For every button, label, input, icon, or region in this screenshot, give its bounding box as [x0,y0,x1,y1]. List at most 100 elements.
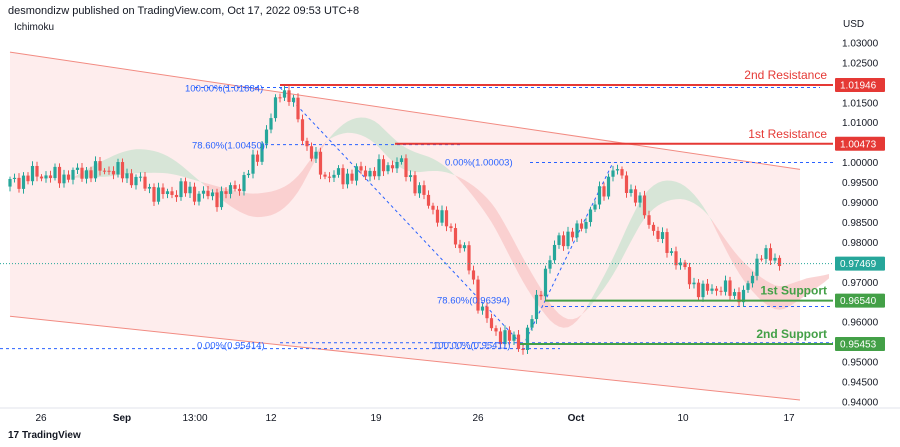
candle [467,245,471,271]
cloud-segment [730,245,735,266]
candle [80,167,84,179]
candle [449,226,453,229]
cloud-segment [739,257,744,280]
channel-lower-line [9,315,801,401]
cloud-segment [419,153,424,173]
cloud-segment [190,172,195,180]
candle [417,185,422,194]
candle [197,193,201,202]
candle [71,169,75,180]
cloud-segment [275,188,280,214]
level-label-2nd-resistance: 2nd Resistance [744,68,827,82]
cloud-segment [496,209,501,239]
cloud-segment [577,314,582,321]
candle [692,282,696,285]
candle [719,290,723,292]
y-tick-label: 0.94500 [842,378,879,389]
cloud-segment [653,182,658,209]
cloud-segment [473,185,478,203]
cloud-segment [613,248,618,275]
cloud-segment [487,198,492,223]
candle [291,97,296,102]
cloud-segment [586,300,591,311]
candle [638,195,642,203]
candle [476,279,480,311]
cloud-segment [559,313,564,328]
candle [147,186,152,189]
candle [746,283,750,290]
cloud-segment [176,161,181,177]
cloud-segment [716,226,721,241]
cloud-segment [563,317,568,328]
cloud-segment [527,265,532,297]
price-tag [835,136,885,151]
cloud-segment [208,183,213,193]
candle [89,170,93,179]
cloud-segment [671,180,676,200]
candle [75,167,80,170]
candle [345,173,350,185]
cloud-segment [433,158,438,172]
candle [224,191,228,194]
cloud-segment [761,277,766,305]
cloud-segment [514,241,519,274]
candle [386,165,390,172]
candle [143,176,147,189]
candle [647,215,651,225]
cloud-segment [550,303,555,325]
price-tag-label: 1.01946 [840,80,877,91]
candle [84,170,89,179]
cloud-segment [262,192,267,217]
cloud-segment [329,132,334,140]
candle [521,348,525,350]
level-label-2nd-support: 2nd Support [756,327,827,341]
candle [656,230,660,239]
level-label-1st-support: 1st Support [760,284,827,298]
price-tag [835,337,885,352]
candle [489,318,494,329]
candle [179,181,183,198]
candle [66,174,71,180]
cloud-segment [797,280,802,302]
cloud-segment [158,152,163,174]
cloud-segment [743,262,748,286]
channel-upper-line [9,51,801,170]
candle [314,151,318,159]
y-tick-label: 1.02500 [842,58,879,69]
candle [336,168,341,175]
cloud-segment [568,319,573,328]
y-tick-label: 1.01500 [842,98,879,109]
candle [269,118,273,130]
cloud-segment [469,182,474,197]
candle [633,189,638,203]
x-tick-label: 17 [783,413,795,424]
candle [543,268,548,297]
x-tick-label: 26 [35,413,47,424]
candle [21,175,26,189]
candle [597,186,602,205]
cloud-segment [676,181,681,200]
y-tick-label: 0.97000 [842,278,879,289]
cloud-segment [284,183,289,208]
candle [93,161,98,179]
cloud-segment [415,152,420,173]
candle [300,119,305,141]
cloud-segment [181,165,186,178]
candle [593,204,597,210]
candle [566,231,570,247]
candle [138,176,143,178]
cloud-segment [343,121,348,134]
candle [741,289,746,303]
y-tick-label: 0.96000 [842,318,879,329]
candle [471,270,476,280]
cloud-segment [464,180,469,192]
candle [260,143,264,162]
cloud-segment [347,119,352,134]
candle [426,194,431,206]
candle [156,187,161,202]
candle [584,222,588,229]
cloud-segment [253,193,258,218]
candle [134,176,138,186]
fib-label: 100.00%(1.01884) [185,83,263,94]
cloud-segment [734,251,739,274]
